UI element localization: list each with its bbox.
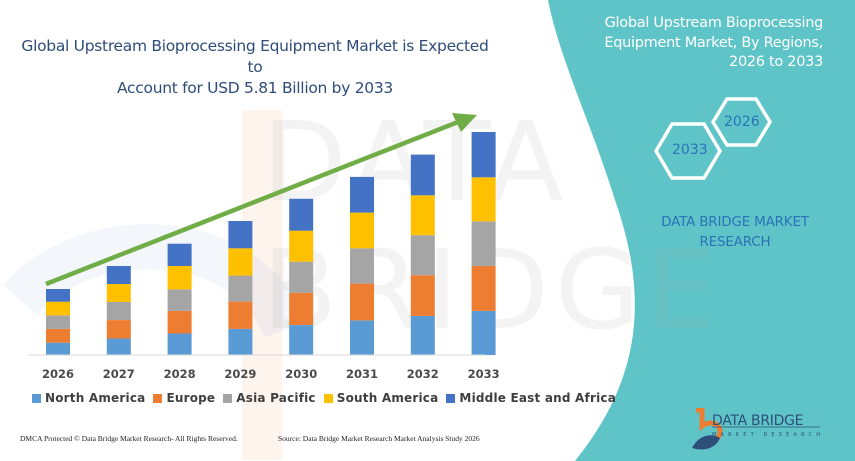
teal-background-shape [548, 0, 855, 461]
legend-label: Middle East and Africa [459, 391, 616, 405]
bar-segment-2027-middle-east-and-africa [106, 266, 131, 284]
bar-segment-2033-north-america [471, 310, 496, 355]
x-tick-labels: 2026 2027 2028 2029 2030 2031 2032 2033 [42, 367, 500, 381]
bar-segment-2030-asia-pacific [289, 261, 314, 293]
bar-segment-2033-europe [471, 266, 496, 311]
bar-segment-2032-asia-pacific [410, 235, 435, 276]
bar-segment-2027-asia-pacific [106, 302, 131, 320]
legend-item: Europe [153, 391, 215, 405]
x-tick-label: 2028 [164, 367, 196, 381]
bar-segment-2027-europe [106, 320, 131, 339]
bar-segment-2029-asia-pacific [228, 275, 253, 302]
trend-arrow-head [452, 113, 477, 132]
bar-segment-2031-north-america [350, 320, 374, 355]
bar-segment-2030-middle-east-and-africa [289, 198, 314, 231]
data-bridge-logo [692, 408, 820, 450]
legend-label: South America [336, 391, 439, 405]
legend-label: Europe [166, 391, 216, 405]
hexagon-2026 [710, 97, 773, 147]
bar-segment-2032-north-america [410, 315, 435, 355]
chart-title: Global Upstream Bioprocessing Equipment … [20, 36, 490, 99]
x-tick-label: 2027 [103, 367, 135, 381]
bar-segment-2028-middle-east-and-africa [167, 243, 192, 266]
legend-item: North America [32, 391, 145, 405]
bar-segment-2033-middle-east-and-africa [471, 132, 496, 178]
bar-segment-2029-middle-east-and-africa [228, 221, 253, 249]
bar-segment-2026-north-america [46, 342, 70, 355]
bar-segment-2028-europe [167, 310, 192, 334]
bar-segment-2032-europe [410, 275, 435, 316]
footer-source: Source: Data Bridge Market Research Mark… [278, 434, 480, 443]
bar-segment-2026-south-america [46, 301, 70, 316]
side-title-line3: 2026 to 2033 [729, 54, 823, 70]
chart-title-line1: Global Upstream Bioprocessing Equipment … [21, 37, 489, 76]
bar-segment-2031-middle-east-and-africa [350, 176, 374, 213]
footer-copyright: DMCA Protected © Data Bridge Market Rese… [20, 434, 238, 443]
side-title-line1: Global Upstream Bioprocessing [604, 15, 824, 31]
side-brand-line1: DATA BRIDGE MARKET [661, 214, 809, 230]
side-brand-text: DATA BRIDGE MARKET RESEARCH [640, 212, 830, 252]
x-tick-label: 2032 [407, 367, 439, 381]
legend-label: Asia Pacific [236, 391, 316, 405]
legend-item: South America [323, 391, 439, 405]
legend-swatch [153, 393, 163, 403]
legend-label: North America [45, 391, 146, 405]
logo-mark-blue [692, 435, 720, 450]
logo-name: DATA BRIDGE [712, 413, 804, 429]
logo-tagline: MARKET RESEARCH [712, 432, 825, 438]
bar-segment-2030-europe [289, 292, 314, 325]
chart-legend: North America Europe Asia Pacific South Ame… [32, 391, 618, 405]
bar-segment-2030-south-america [289, 230, 314, 262]
side-title-line2: Equipment Market, By Regions, [604, 34, 823, 51]
bar-segment-2026-asia-pacific [46, 315, 70, 329]
bar-segment-2026-middle-east-and-africa [46, 289, 70, 302]
side-brand-line2: RESEARCH [699, 234, 771, 250]
legend-swatch [323, 393, 333, 403]
x-tick-label: 2033 [468, 367, 500, 381]
bar-segment-2031-europe [350, 283, 374, 321]
bar-segment-2027-north-america [106, 338, 131, 355]
bars-group [46, 132, 496, 355]
bar-segment-2028-south-america [167, 266, 192, 290]
hex-label-2026: 2026 [724, 114, 760, 130]
legend-swatch [32, 393, 41, 403]
bar-segment-2029-north-america [228, 328, 253, 355]
hex-label-2033: 2033 [672, 142, 708, 158]
bar-segment-2032-south-america [410, 195, 435, 236]
hexagon-2033 [653, 122, 723, 180]
legend-swatch [446, 393, 456, 403]
bar-segment-2029-south-america [228, 248, 253, 276]
stacked-bar-chart: 2026 2027 2028 2029 2030 2031 2032 2033 [28, 113, 500, 381]
legend-swatch [223, 393, 233, 403]
bar-segment-2031-asia-pacific [350, 248, 374, 284]
bar-segment-2033-asia-pacific [471, 221, 496, 266]
trend-arrow [45, 113, 477, 287]
bar-segment-2028-asia-pacific [167, 289, 192, 311]
bar-segment-2026-europe [46, 328, 70, 343]
legend-item: Middle East and Africa [446, 391, 616, 405]
bar-segment-2029-europe [228, 301, 253, 329]
bar-segment-2030-north-america [289, 325, 314, 355]
bar-segment-2033-south-america [471, 177, 496, 222]
bar-segment-2032-middle-east-and-africa [410, 154, 435, 196]
legend-item: Asia Pacific [223, 391, 316, 405]
x-tick-label: 2031 [346, 367, 378, 381]
x-tick-label: 2026 [42, 367, 74, 381]
side-panel-title: Global Upstream Bioprocessing Equipment … [583, 14, 823, 73]
bar-segment-2031-south-america [350, 212, 374, 249]
chart-title-line2: Account for USD 5.81 Billion by 2033 [117, 79, 393, 97]
x-tick-label: 2029 [224, 367, 256, 381]
watermark-logo-arc [3, 224, 307, 339]
bar-segment-2027-south-america [106, 284, 131, 302]
x-tick-label: 2030 [285, 367, 317, 381]
bar-segment-2028-north-america [167, 333, 192, 355]
trend-arrow-shaft [45, 119, 459, 287]
